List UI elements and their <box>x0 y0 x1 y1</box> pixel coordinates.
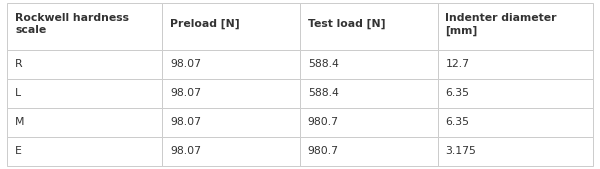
Bar <box>300 50 437 79</box>
Text: 588.4: 588.4 <box>308 88 338 98</box>
Text: 98.07: 98.07 <box>170 88 201 98</box>
Text: E: E <box>15 146 22 156</box>
Bar <box>163 50 300 79</box>
Bar <box>437 3 593 50</box>
Text: 98.07: 98.07 <box>170 59 201 69</box>
Text: 98.07: 98.07 <box>170 146 201 156</box>
Bar <box>7 79 163 108</box>
Text: 6.35: 6.35 <box>445 117 469 127</box>
Bar <box>300 108 437 137</box>
Text: Preload [N]: Preload [N] <box>170 19 240 29</box>
Text: Rockwell hardness
scale: Rockwell hardness scale <box>15 13 129 35</box>
Text: Indenter diameter
[mm]: Indenter diameter [mm] <box>445 13 557 35</box>
Bar <box>7 3 163 50</box>
Bar <box>300 79 437 108</box>
Bar <box>163 79 300 108</box>
Bar <box>437 108 593 137</box>
Text: R: R <box>15 59 23 69</box>
Bar <box>437 50 593 79</box>
Text: 98.07: 98.07 <box>170 117 201 127</box>
Bar <box>437 137 593 166</box>
Bar <box>163 137 300 166</box>
Text: 980.7: 980.7 <box>308 146 339 156</box>
Bar <box>163 3 300 50</box>
Bar <box>7 137 163 166</box>
Bar <box>7 108 163 137</box>
Text: M: M <box>15 117 25 127</box>
Bar <box>300 3 437 50</box>
Text: 980.7: 980.7 <box>308 117 339 127</box>
Bar <box>7 50 163 79</box>
Text: 3.175: 3.175 <box>445 146 476 156</box>
Text: Test load [N]: Test load [N] <box>308 19 385 29</box>
Text: L: L <box>15 88 21 98</box>
Bar <box>437 79 593 108</box>
Text: 12.7: 12.7 <box>445 59 469 69</box>
Text: 588.4: 588.4 <box>308 59 338 69</box>
Text: 6.35: 6.35 <box>445 88 469 98</box>
Bar <box>163 108 300 137</box>
Bar <box>300 137 437 166</box>
